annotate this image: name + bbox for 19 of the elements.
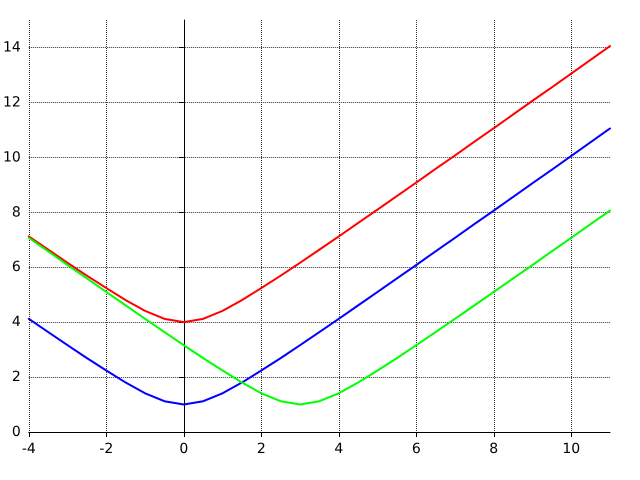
- y-tick-label: 8: [12, 204, 21, 220]
- x-tick-label: 2: [256, 441, 266, 457]
- x-tick-label: 0: [179, 441, 188, 457]
- y-tick-label: 14: [2, 39, 21, 56]
- x-tick-label: -4: [22, 441, 36, 457]
- y-tick-label: 12: [2, 94, 21, 110]
- x-tick-label: 4: [334, 441, 344, 457]
- line-series: [28, 210, 611, 406]
- y-tick-label: 4: [12, 314, 21, 330]
- x-tick-label: 10: [562, 441, 580, 457]
- x-tick-label: 6: [412, 441, 421, 457]
- line-series: [28, 45, 611, 324]
- y-tick-label: 6: [12, 259, 21, 276]
- x-tick-label: -2: [99, 441, 114, 457]
- y-tick-label: 0: [12, 424, 21, 440]
- x-tick-label: 8: [489, 441, 498, 457]
- line-series: [28, 127, 611, 406]
- y-tick-label: 10: [2, 149, 21, 166]
- y-tick-label: 2: [12, 369, 21, 386]
